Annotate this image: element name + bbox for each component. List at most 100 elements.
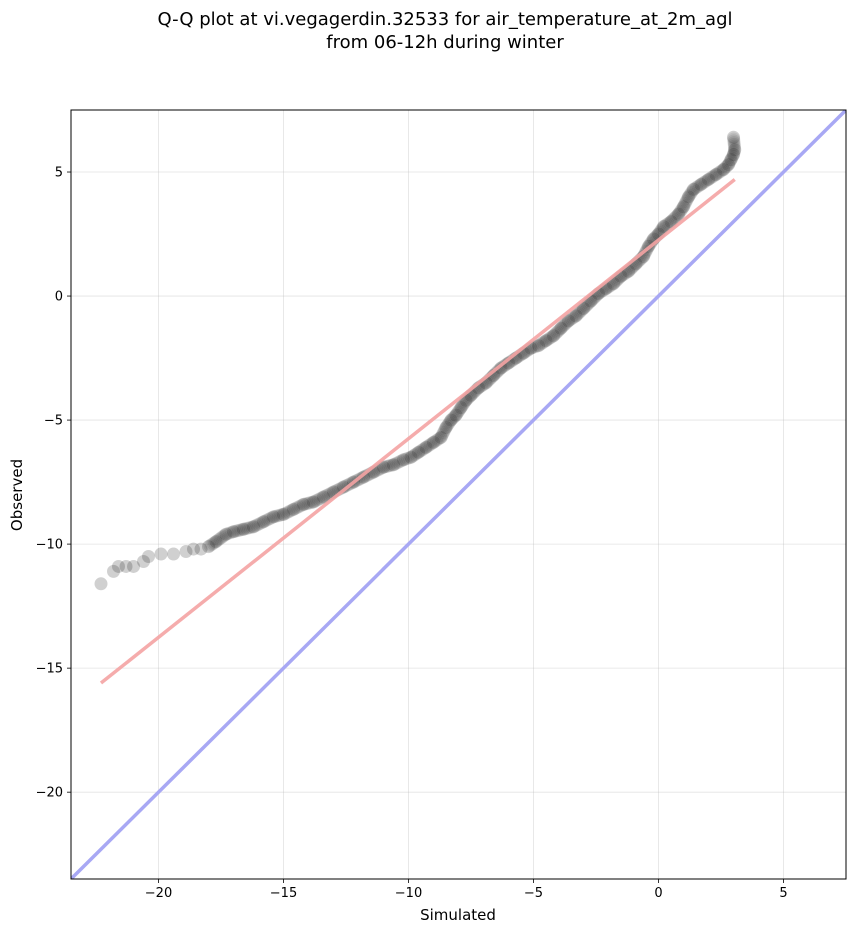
quantile-point <box>445 412 459 426</box>
quantile-point <box>548 327 562 341</box>
quantile-point <box>727 137 741 151</box>
quantile-point <box>270 509 284 523</box>
quantile-point <box>275 508 289 522</box>
quantile-point <box>388 457 402 471</box>
quantile-point <box>210 534 224 548</box>
quantile-point <box>293 499 307 513</box>
quantile-point <box>307 495 320 509</box>
quantile-point <box>532 339 545 353</box>
quantile-point <box>142 550 155 564</box>
quantile-point <box>154 547 168 561</box>
y-axis-label: Observed <box>8 459 26 531</box>
quantile-point <box>287 502 300 516</box>
quantile-point <box>378 460 392 474</box>
quantile-point <box>424 437 437 451</box>
quantile-point <box>547 329 560 343</box>
quantile-point <box>107 564 120 578</box>
y-tick-label: −5 <box>44 414 63 429</box>
quantile-point <box>558 318 572 332</box>
quantile-point <box>397 453 410 467</box>
quantile-point <box>419 440 433 454</box>
quantile-point <box>657 220 670 234</box>
quantile-point <box>179 545 193 559</box>
quantile-point <box>687 182 700 196</box>
quantile-point <box>187 542 200 556</box>
quantile-point <box>382 459 395 473</box>
quantile-point <box>725 151 739 165</box>
quantile-point <box>657 220 670 234</box>
quantile-point <box>565 312 578 326</box>
quantile-point <box>447 411 460 425</box>
quantile-point <box>119 559 133 573</box>
quantile-point <box>711 167 724 181</box>
quantile-points-layer <box>94 130 742 591</box>
quantile-point <box>682 190 695 204</box>
quantile-point <box>684 187 697 201</box>
quantile-point <box>706 169 720 183</box>
quantile-point <box>674 204 687 218</box>
quantile-point <box>337 480 350 494</box>
chart-title: Q-Q plot at vi.vegagerdin.32533 for air_… <box>158 9 733 30</box>
x-tick-label: −15 <box>270 886 297 901</box>
quantile-point <box>454 401 468 415</box>
quantile-point <box>232 523 245 537</box>
quantile-point <box>572 306 585 320</box>
quantile-point <box>303 496 317 510</box>
quantile-point <box>560 315 574 329</box>
quantile-point <box>313 492 327 506</box>
quantile-point <box>218 528 232 542</box>
grid <box>71 110 846 879</box>
quantile-point <box>320 488 334 502</box>
quantile-point <box>720 159 734 173</box>
quantile-point <box>718 161 732 175</box>
quantile-point <box>137 554 150 568</box>
quantile-point <box>728 143 742 157</box>
quantile-point <box>337 480 350 494</box>
quantile-point <box>427 435 440 449</box>
quantile-point <box>142 550 155 564</box>
quantile-point <box>490 365 504 379</box>
quantile-point <box>297 497 310 511</box>
quantile-point <box>539 334 553 348</box>
quantile-point <box>687 182 700 196</box>
quantile-point <box>538 335 551 349</box>
quantile-point <box>137 554 150 568</box>
quantile-point <box>212 533 226 547</box>
quantile-point <box>288 502 302 516</box>
quantile-point <box>253 516 267 530</box>
quantile-point <box>412 445 425 459</box>
quantile-point <box>563 313 577 327</box>
quantile-point <box>702 172 715 186</box>
quantile-point <box>717 163 730 177</box>
quantile-point <box>496 360 509 374</box>
quantile-point <box>456 398 470 412</box>
quantile-point <box>699 174 712 188</box>
quantile-point <box>421 439 434 453</box>
quantile-point <box>431 432 445 446</box>
quantile-point <box>578 300 592 314</box>
quantile-point <box>679 195 693 209</box>
quantile-point <box>242 521 255 535</box>
quantile-point <box>107 564 120 578</box>
quantile-point <box>273 508 287 522</box>
quantile-point <box>685 185 698 199</box>
quantile-point <box>223 526 237 540</box>
quantile-point <box>728 143 742 157</box>
quantile-point <box>428 434 442 448</box>
quantile-point <box>434 430 448 444</box>
quantile-point <box>709 167 723 181</box>
quantile-point <box>492 363 505 377</box>
quantile-point <box>393 454 407 468</box>
quantile-point <box>562 314 575 328</box>
quantile-point <box>409 447 422 461</box>
quantile-point <box>497 359 511 373</box>
quantile-point <box>413 444 427 458</box>
quantile-point <box>727 132 741 146</box>
quantile-point <box>691 179 705 193</box>
quantile-point <box>287 502 300 516</box>
quantile-point <box>227 525 240 539</box>
quantile-point <box>690 180 703 194</box>
x-axis-label: Simulated <box>420 906 496 924</box>
quantile-point <box>672 207 685 221</box>
quantile-point <box>213 531 227 545</box>
